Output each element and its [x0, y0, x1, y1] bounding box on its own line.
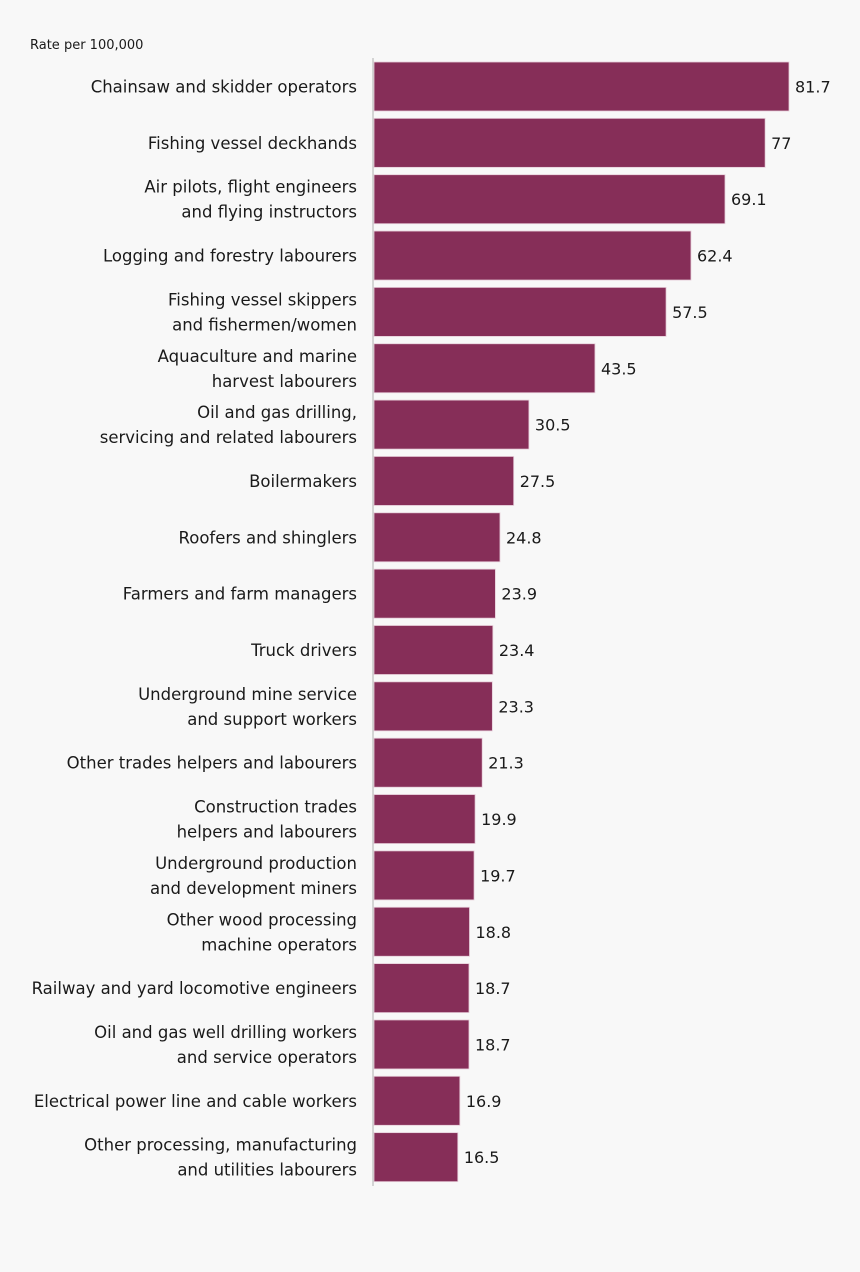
data-label: 16.5	[464, 1148, 500, 1167]
data-label: 23.4	[499, 641, 535, 660]
category-label-line: Farmers and farm managers	[123, 585, 357, 604]
data-label: 62.4	[697, 247, 733, 266]
bar	[373, 343, 596, 394]
data-label: 18.7	[475, 979, 511, 998]
category-label: Construction trades helpers and labourers	[177, 798, 357, 842]
category-label-line: Truck drivers	[250, 641, 357, 660]
category-label-line: harvest labourers	[212, 372, 357, 391]
bar	[373, 230, 692, 281]
category-label-line: Other processing, manufacturing	[84, 1136, 357, 1155]
bar	[373, 61, 790, 112]
category-label-line: Boilermakers	[249, 472, 357, 491]
category-label: Underground production and development mi…	[150, 854, 357, 898]
category-label: Fishing vessel skippers and fishermen/wom…	[168, 290, 357, 334]
category-label-line: and fishermen/women	[172, 315, 357, 334]
y-axis-label: Rate per 100,000	[30, 38, 144, 53]
category-label: Truck drivers	[250, 641, 357, 660]
category-label: Underground mine service and support work…	[138, 685, 357, 729]
bar	[373, 850, 475, 901]
category-label: Other trades helpers and labourers	[67, 754, 357, 773]
bar	[373, 625, 494, 675]
data-label: 19.7	[480, 866, 516, 885]
data-label: 21.3	[488, 754, 524, 773]
category-label-line: Underground mine service	[138, 685, 357, 704]
category-label: Other processing, manufacturing and utili…	[84, 1136, 357, 1180]
bar	[373, 1019, 470, 1070]
data-label: 69.1	[731, 190, 767, 209]
category-label: Oil and gas drilling, servicing and relat…	[100, 403, 357, 447]
category-label: Oil and gas well drilling workers and ser…	[94, 1023, 357, 1067]
category-label-line: and service operators	[177, 1048, 357, 1067]
category-label-line: Railway and yard locomotive engineers	[32, 979, 357, 998]
data-label: 23.9	[501, 585, 537, 604]
data-label: 23.3	[498, 697, 534, 716]
bar	[373, 737, 483, 788]
data-label: 19.9	[481, 810, 517, 829]
data-label: 24.8	[506, 528, 542, 547]
category-label-line: and flying instructors	[181, 203, 357, 222]
bar	[373, 512, 501, 563]
data-label: 81.7	[795, 78, 831, 97]
bar	[373, 399, 530, 450]
category-label-line: Construction trades	[194, 798, 357, 817]
data-label: 30.5	[535, 416, 571, 435]
bar	[373, 963, 470, 1013]
data-label: 27.5	[520, 472, 556, 491]
bar	[373, 1075, 461, 1126]
bar	[373, 174, 726, 225]
data-label: 77	[771, 134, 791, 153]
category-label-line: Other wood processing	[167, 910, 357, 929]
category-label-line: Logging and forestry labourers	[103, 247, 357, 266]
category-label-line: Oil and gas drilling,	[197, 403, 357, 422]
category-label-line: helpers and labourers	[177, 823, 357, 842]
data-label: 43.5	[601, 359, 637, 378]
data-label: 18.7	[475, 1035, 511, 1054]
bar	[373, 286, 667, 337]
category-label: Air pilots, flight engineers and flying i…	[144, 178, 357, 222]
category-label-line: Electrical power line and cable workers	[34, 1092, 357, 1111]
category-label: Aquaculture and marine harvest labourers	[158, 347, 357, 391]
category-label-line: and utilities labourers	[177, 1161, 357, 1180]
category-label-line: servicing and related labourers	[100, 428, 357, 447]
bar	[373, 906, 470, 957]
category-label-line: Chainsaw and skidder operators	[91, 78, 357, 97]
category-label-line: Underground production	[155, 854, 357, 873]
category-label: Chainsaw and skidder operators	[91, 78, 357, 97]
bar	[373, 568, 496, 619]
category-label: Logging and forestry labourers	[103, 247, 357, 266]
category-label-line: Roofers and shinglers	[179, 528, 357, 547]
data-label: 57.5	[672, 303, 708, 322]
category-label: Roofers and shinglers	[179, 528, 357, 547]
category-label: Other wood processing machine operators	[167, 910, 357, 954]
category-label-line: Air pilots, flight engineers	[144, 178, 357, 197]
bar	[373, 117, 766, 168]
category-label-line: Oil and gas well drilling workers	[94, 1023, 357, 1042]
category-label-line: Fishing vessel deckhands	[148, 134, 357, 153]
category-label-line: and support workers	[187, 710, 357, 729]
category-label-line: machine operators	[201, 935, 357, 954]
data-label: 18.8	[475, 923, 511, 942]
bar	[373, 794, 476, 844]
bar	[373, 1132, 459, 1183]
bar	[373, 681, 493, 732]
category-label: Fishing vessel deckhands	[148, 134, 357, 153]
category-label: Railway and yard locomotive engineers	[32, 979, 357, 998]
category-label-line: and development miners	[150, 879, 357, 898]
category-label: Electrical power line and cable workers	[34, 1092, 357, 1111]
category-label: Boilermakers	[249, 472, 357, 491]
category-label-line: Fishing vessel skippers	[168, 290, 357, 309]
category-label-line: Aquaculture and marine	[158, 347, 357, 366]
bar	[373, 456, 515, 506]
data-label: 16.9	[466, 1092, 502, 1111]
category-label: Farmers and farm managers	[123, 585, 357, 604]
category-label-line: Other trades helpers and labourers	[67, 754, 357, 773]
